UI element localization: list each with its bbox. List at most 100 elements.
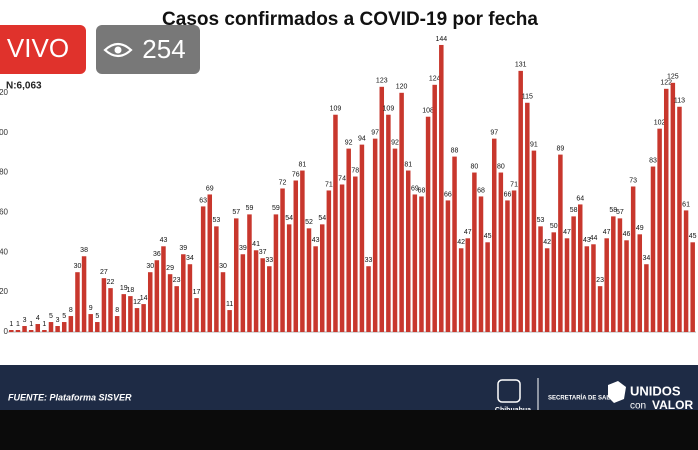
bar bbox=[267, 266, 272, 332]
value-label: 43 bbox=[583, 237, 591, 244]
value-label: 34 bbox=[186, 255, 194, 262]
value-label: 37 bbox=[259, 249, 267, 256]
bar bbox=[167, 274, 173, 332]
value-label: 9 bbox=[89, 305, 93, 312]
slogan-2: con bbox=[630, 401, 646, 412]
value-label: 97 bbox=[371, 129, 379, 136]
value-label: 57 bbox=[616, 209, 624, 216]
value-label: 5 bbox=[95, 313, 99, 320]
value-label: 45 bbox=[484, 233, 492, 240]
bar bbox=[511, 190, 517, 332]
bar bbox=[88, 314, 93, 332]
bar bbox=[650, 166, 656, 332]
value-label: 108 bbox=[422, 108, 434, 115]
bar bbox=[55, 326, 60, 332]
slogan-icon bbox=[608, 381, 626, 403]
bar bbox=[161, 246, 166, 332]
bar bbox=[577, 204, 583, 332]
bar bbox=[200, 206, 206, 332]
y-tick-label: 60 bbox=[0, 208, 9, 217]
value-label: 76 bbox=[292, 171, 300, 178]
value-label: 39 bbox=[239, 245, 247, 252]
slogan-3: VALOR bbox=[652, 398, 693, 412]
value-label: 123 bbox=[376, 78, 388, 85]
value-label: 46 bbox=[623, 231, 631, 238]
y-tick-label: 80 bbox=[0, 168, 9, 177]
bar bbox=[604, 238, 609, 332]
value-label: 43 bbox=[160, 237, 168, 244]
value-label: 131 bbox=[515, 62, 527, 69]
value-label: 4 bbox=[36, 315, 40, 322]
value-label: 33 bbox=[265, 257, 273, 264]
bar bbox=[233, 218, 239, 332]
bar bbox=[319, 224, 325, 332]
bar bbox=[359, 144, 365, 332]
value-label: 11 bbox=[226, 301, 233, 308]
bar bbox=[405, 170, 411, 332]
bar bbox=[630, 186, 636, 332]
value-label: 80 bbox=[470, 163, 478, 170]
bar bbox=[48, 322, 54, 332]
bar bbox=[128, 296, 133, 332]
value-label: 45 bbox=[689, 233, 697, 240]
y-tick-label: 120 bbox=[0, 88, 9, 97]
value-label: 109 bbox=[330, 106, 342, 113]
value-label: 115 bbox=[522, 94, 533, 101]
bar bbox=[260, 258, 265, 332]
value-label: 109 bbox=[383, 106, 395, 113]
bar bbox=[379, 86, 385, 332]
value-label: 59 bbox=[272, 205, 280, 212]
value-label: 30 bbox=[219, 263, 227, 270]
value-label: 57 bbox=[232, 209, 240, 216]
value-label: 97 bbox=[490, 129, 498, 136]
bar bbox=[253, 250, 259, 332]
bar bbox=[306, 228, 312, 332]
y-tick-label: 40 bbox=[0, 247, 9, 256]
bar bbox=[339, 184, 345, 332]
plot: 0204060801001201401131415358303895272281… bbox=[0, 36, 697, 336]
value-label: 83 bbox=[649, 157, 657, 164]
value-label: 52 bbox=[305, 219, 313, 226]
bar bbox=[644, 264, 649, 332]
value-label: 91 bbox=[530, 141, 538, 148]
value-label: 66 bbox=[444, 191, 452, 198]
bar bbox=[657, 128, 662, 332]
bar bbox=[313, 246, 318, 332]
value-label: 8 bbox=[69, 307, 73, 314]
bar bbox=[637, 234, 643, 332]
value-label: 88 bbox=[451, 147, 459, 154]
bar bbox=[280, 188, 285, 332]
value-label: 30 bbox=[74, 263, 82, 270]
bar bbox=[670, 82, 676, 332]
bar bbox=[452, 156, 457, 332]
bar bbox=[207, 194, 213, 332]
value-label: 144 bbox=[435, 36, 447, 43]
bar bbox=[564, 238, 570, 332]
bar bbox=[478, 196, 484, 332]
value-label: 124 bbox=[429, 76, 441, 83]
bar bbox=[597, 286, 603, 332]
y-tick-label: 20 bbox=[0, 287, 9, 296]
bar bbox=[432, 84, 437, 333]
value-label: 58 bbox=[570, 207, 578, 214]
bar bbox=[498, 172, 504, 332]
value-label: 49 bbox=[636, 225, 644, 232]
value-label: 1 bbox=[9, 321, 13, 328]
bar bbox=[300, 170, 305, 332]
eye-icon bbox=[103, 42, 133, 58]
bar bbox=[412, 194, 418, 332]
value-label: 72 bbox=[279, 179, 287, 186]
bar bbox=[525, 102, 530, 333]
value-label: 81 bbox=[298, 161, 306, 168]
value-label: 59 bbox=[246, 205, 254, 212]
bar bbox=[42, 330, 47, 332]
value-label: 30 bbox=[146, 263, 154, 270]
value-label: 89 bbox=[556, 145, 564, 152]
value-label: 122 bbox=[660, 80, 672, 87]
live-badge[interactable] bbox=[0, 25, 86, 74]
bar bbox=[518, 70, 523, 332]
bar bbox=[121, 294, 127, 332]
value-label: 120 bbox=[396, 84, 408, 91]
value-label: 50 bbox=[550, 223, 558, 230]
bar bbox=[544, 248, 550, 332]
